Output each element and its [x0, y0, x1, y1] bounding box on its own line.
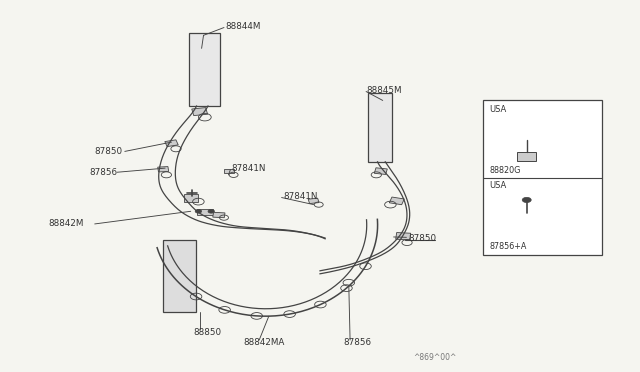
Text: 87856+A: 87856+A [490, 242, 527, 251]
Circle shape [208, 209, 214, 213]
Text: USA: USA [490, 105, 507, 114]
Bar [308, 198, 319, 203]
Text: 88844M: 88844M [225, 22, 260, 31]
Text: 87856: 87856 [90, 168, 118, 177]
Bar [163, 240, 196, 312]
Text: USA: USA [490, 180, 507, 190]
Bar [192, 108, 207, 116]
Bar [197, 209, 212, 215]
Bar [189, 33, 220, 106]
Bar [212, 212, 225, 218]
Text: 88842M: 88842M [48, 219, 83, 228]
Bar [483, 100, 602, 255]
Bar [374, 168, 387, 174]
Bar [184, 194, 198, 202]
Text: 87850: 87850 [95, 147, 123, 156]
Circle shape [522, 197, 531, 203]
Bar [225, 169, 234, 173]
Text: 88842MA: 88842MA [243, 339, 285, 347]
Bar [157, 167, 169, 172]
Bar [396, 232, 411, 240]
Text: 87850: 87850 [408, 234, 436, 243]
Bar [389, 197, 404, 205]
Bar [164, 140, 179, 147]
Text: 88820G: 88820G [490, 166, 521, 176]
Text: 88850: 88850 [193, 328, 221, 337]
Text: 88845M: 88845M [366, 86, 401, 94]
Text: ^869^00^: ^869^00^ [413, 353, 457, 362]
Bar [517, 152, 536, 161]
Circle shape [195, 209, 202, 213]
Text: 87841N: 87841N [232, 164, 266, 173]
Text: 87856: 87856 [344, 339, 372, 347]
Bar [368, 93, 392, 162]
Text: 87841N: 87841N [283, 192, 317, 201]
